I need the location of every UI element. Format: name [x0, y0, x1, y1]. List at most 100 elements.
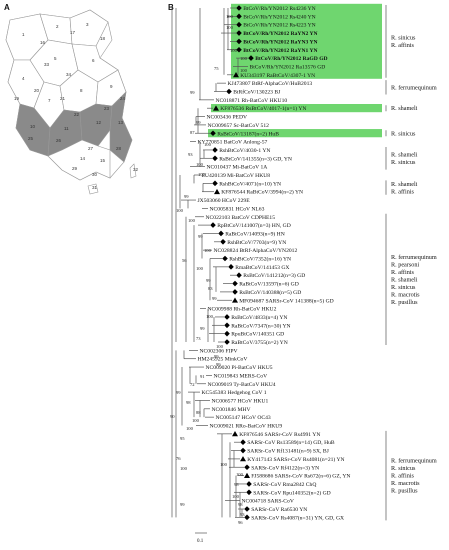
map-region [47, 139, 111, 181]
diamond-marker [212, 155, 218, 162]
taxon-label: NC009019 Ty-BatCoV HKU4 [208, 382, 276, 388]
panel-b-label: B [168, 3, 174, 12]
bootstrap-value: 100 [240, 56, 248, 61]
taxon-label: BtCoV/Rh/YN2012 Rs4236 YN [243, 6, 316, 12]
bootstrap-value: 91 [200, 374, 205, 379]
panel-a-label: A [4, 3, 10, 12]
bootstrap-value: 100 [236, 472, 244, 477]
host-species-label: R. shameli [391, 152, 418, 159]
map-region-number: 33 [44, 62, 50, 67]
taxon-label: NC005147 HCoV OC43 [216, 415, 271, 421]
taxon-label: RaBtCoV/13597(n=6) GD [239, 281, 299, 288]
taxon-label: KF876546 SARSr-CoV Rs4991 YN [239, 432, 320, 438]
map-region-number: 23 [104, 106, 110, 111]
taxon-label: KU343197 RaBtCoV/4307-1 YN [240, 73, 315, 79]
taxon-label: EU420139 Mi-BatCoV HKU8 [202, 173, 271, 179]
taxon-label: JX503060 HCoV 229E [198, 198, 251, 204]
map-region-number: 29 [72, 166, 78, 171]
bootstrap-value: 100 [226, 14, 234, 19]
bootstrap-value: 73 [196, 336, 201, 341]
taxon-label: NC003436 PEDV [207, 115, 248, 121]
bootstrap-value: 72 [190, 382, 195, 387]
triangle-marker [244, 472, 250, 478]
taxon-label: RsBtCoV/141355(n=3) GD, YN [219, 155, 292, 162]
map-region-number: 30 [92, 172, 98, 177]
diamond-marker [210, 130, 216, 137]
bootstrap-value: 99 [180, 502, 185, 507]
host-species-label: R. sinicus [391, 284, 416, 291]
host-species-label: R. ferrumequinum [391, 84, 437, 91]
diamond-marker [232, 289, 238, 295]
host-species-label: R. sinicus [391, 35, 416, 42]
taxon-label: RsBtCoV/140388(n=5) GD [239, 289, 301, 296]
taxon-label: RaBtCoV/7347(n=30) YN [231, 322, 290, 329]
taxon-label: KF876536 RsBtCoV/4017-1(n=1) YN [220, 105, 306, 112]
bootstrap-value: 100 [226, 25, 234, 30]
map-region-number: 18 [100, 36, 106, 41]
map-region-number: 21 [60, 96, 66, 101]
bootstrap-value: 87 [190, 130, 195, 135]
bootstrap-value: 93 [188, 152, 193, 157]
diamond-marker [246, 481, 252, 487]
taxon-label: RmaBtCoV/141453 GX [235, 265, 289, 271]
triangle-marker [232, 297, 238, 303]
diamond-marker [236, 5, 242, 11]
bootstrap-value: 100 [196, 162, 204, 167]
taxon-label: NC006577 HCoV HKU1 [212, 398, 269, 404]
map-region-number: 24 [120, 96, 126, 101]
diamond-marker [212, 180, 218, 187]
bootstrap-value: 99 [176, 390, 181, 395]
diamond-marker [236, 21, 242, 28]
diamond-marker [248, 55, 254, 61]
bootstrap-value: 100 [176, 208, 184, 213]
map-region-number: 4 [22, 76, 25, 81]
map-region-number: 12 [96, 120, 102, 125]
host-species-label: R. pearsoni [391, 261, 419, 268]
map-region-number: 14 [80, 156, 86, 161]
bootstrap-value: 100 [188, 218, 196, 223]
taxon-label: KJ473807 BtRf-AlphaCoV/HuB2013 [228, 80, 313, 87]
diamond-marker [240, 447, 246, 454]
host-species-label: R. ferrumequinum [391, 458, 437, 465]
taxon-label: SARSr-CoV Rpu140352(n=2) GD [253, 489, 331, 496]
host-species-label: R. pusillus [391, 299, 418, 306]
taxon-label: NC005831 HCoV NL63 [210, 206, 265, 212]
map-region-number: 6 [92, 58, 95, 63]
map-region-number: 19 [14, 96, 20, 101]
taxon-label: NC010437 Mi-BatCoV 1A [207, 165, 268, 171]
highlight-box [211, 104, 382, 113]
taxon-label: NC009020 Pi-BatCoV HKU5 [206, 365, 273, 371]
taxon-label: RshBtCoV/4030-1 YN [219, 148, 270, 154]
host-species-label: R. sinicus [391, 130, 416, 137]
diamond-marker [220, 239, 226, 245]
map-region-number: 34 [66, 72, 72, 77]
taxon-label: BtCoV/Rh/YN2012 Rs4223 YN [243, 23, 316, 29]
bootstrap-value: 100 [196, 266, 204, 271]
taxon-label: RaBtCoV/14093(n=9) HN [225, 230, 285, 237]
bootstrap-value: 100 [230, 48, 238, 53]
bootstrap-value: 100 [240, 68, 248, 73]
bootstrap-value: 95 [180, 436, 185, 441]
taxon-label: SARSr-CoV Rf131481(n=9) SX, BJ [247, 448, 329, 455]
taxon-label: BtCoV/Rh/YN2012 Ra13576 GD [250, 64, 326, 70]
taxon-label: NC019843 MERS-CoV [214, 373, 268, 379]
taxon-label: FJ588686 SARSr-CoV Rs672(n=6) GZ, YN [251, 473, 350, 480]
taxon-label: NC002306 FIPV [200, 348, 238, 354]
taxon-label: KF876544 RaBtCoV/3994(n=2) YN [221, 189, 303, 196]
taxon-label: RshBtCoV/4071(n=10) YN [219, 180, 281, 187]
bootstrap-value: 99 [212, 296, 217, 301]
diamond-marker [236, 30, 242, 36]
taxon-label: SARSr-CoV Rs13589(n=14) GD, HuB [247, 439, 335, 446]
map-region-number: 26 [56, 138, 62, 143]
china-map [5, 9, 137, 195]
bootstrap-value: 75 [214, 66, 219, 71]
map-region-number: 17 [70, 30, 76, 35]
map-region-number: 13 [118, 120, 124, 125]
taxon-label: NC001846 MHV [212, 407, 251, 413]
map-region-number: 2 [56, 24, 59, 29]
taxon-label: BtCoV/Rh/YN2012 RaGD GD [255, 56, 327, 62]
diamond-marker [236, 46, 242, 53]
host-species-label: R. shameli [391, 105, 418, 112]
